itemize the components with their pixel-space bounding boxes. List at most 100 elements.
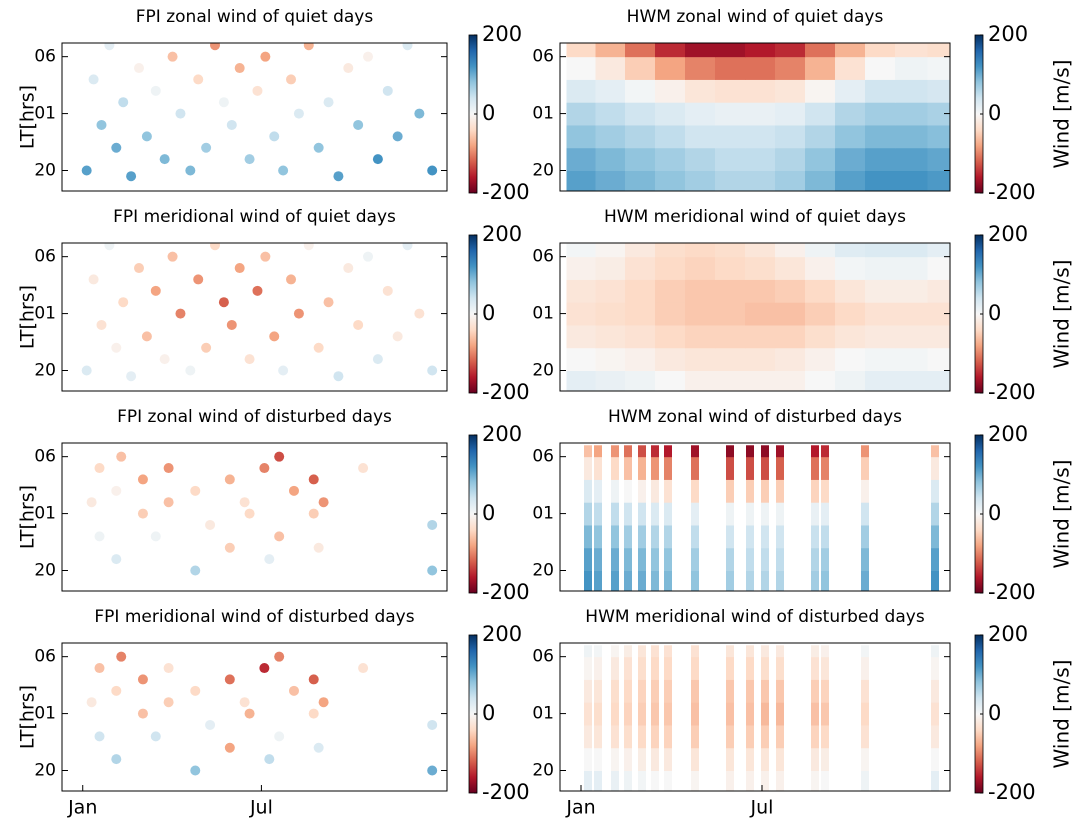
heatmap-cell <box>835 43 866 58</box>
data-point <box>193 74 204 85</box>
stripe-cell <box>776 479 784 503</box>
stripe-cell <box>594 445 602 458</box>
stripe-cell <box>931 502 939 526</box>
stripe-cell <box>691 770 699 791</box>
stripe-cell <box>811 479 819 503</box>
colorbar-tick-label: 0 <box>482 101 495 125</box>
stripe-cell <box>691 747 699 772</box>
heatmap-cell <box>715 43 746 58</box>
stripe-cell <box>584 456 592 480</box>
stripe-cell <box>584 679 592 703</box>
stripe-cell <box>821 570 829 591</box>
heatmap-cell <box>595 79 626 103</box>
data-point <box>218 97 229 108</box>
data-point <box>111 485 122 496</box>
data-point <box>104 43 115 51</box>
data-point <box>244 508 255 519</box>
data-point <box>414 308 425 319</box>
stripe-cell <box>726 747 734 772</box>
stripe-cell <box>651 724 659 749</box>
heatmap-cell <box>835 279 866 303</box>
stripe-cell <box>931 702 939 726</box>
stripe-cell <box>651 479 659 503</box>
heatmap-cell <box>865 102 896 126</box>
plot-area <box>566 43 950 191</box>
data-point <box>303 243 314 251</box>
stripe-cell <box>611 479 619 503</box>
stripe-cell <box>624 570 632 591</box>
data-point <box>111 342 122 353</box>
stripe-cell <box>651 570 659 591</box>
heatmap-cell <box>775 347 806 372</box>
heatmap-cell <box>566 79 596 103</box>
heatmap-cell <box>595 243 626 258</box>
data-point <box>116 651 127 662</box>
stripe-cell <box>691 502 699 526</box>
stripe-cell <box>746 645 754 658</box>
stripe-cell <box>651 445 659 458</box>
stripe-cell <box>594 456 602 480</box>
data-point <box>264 554 275 565</box>
stripe-cell <box>761 456 769 480</box>
stripe-cell <box>584 702 592 726</box>
stripe-cell <box>931 547 939 572</box>
stripe-cell <box>611 702 619 726</box>
heatmap-cell <box>775 256 806 280</box>
data-point <box>210 43 221 51</box>
data-point <box>96 119 107 130</box>
data-point <box>259 663 270 674</box>
stripe-cell <box>651 679 659 703</box>
stripe-cell <box>821 479 829 503</box>
stripe-cell <box>594 547 602 572</box>
heatmap-cell <box>655 147 686 172</box>
data-point <box>259 463 270 474</box>
data-point <box>274 651 285 662</box>
colorbar-tick-label: 200 <box>482 222 522 246</box>
stripe-cell <box>584 547 592 572</box>
colorbar-label: Wind [m/s] <box>1050 60 1074 169</box>
colorbar-label: Wind [m/s] <box>1050 660 1074 769</box>
data-point <box>224 674 235 685</box>
stripe-cell <box>761 570 769 591</box>
stripe-cell <box>776 656 784 680</box>
data-point <box>392 331 403 342</box>
stripe-cell <box>726 445 734 458</box>
stripe-cell <box>861 702 869 726</box>
colorbar-tick-label: -200 <box>482 380 530 404</box>
stripe-cell <box>861 445 869 458</box>
heatmap-cell <box>805 256 836 280</box>
heatmap-cell <box>927 347 950 372</box>
heatmap-cell <box>895 43 928 58</box>
chart-title: HWM meridional wind of disturbed days <box>585 607 925 627</box>
data-point <box>286 274 297 285</box>
stripe-cell <box>584 656 592 680</box>
stripe-cell <box>746 656 754 680</box>
stripe-cell <box>584 724 592 749</box>
heatmap-cell <box>655 79 686 103</box>
stripe-cell <box>624 747 632 772</box>
heatmap-cell <box>895 370 928 391</box>
heatmap-cell <box>566 302 596 326</box>
heatmap-cell <box>805 56 836 80</box>
heatmap-cell <box>775 370 806 391</box>
stripe-cell <box>611 656 619 680</box>
data-point <box>318 497 329 508</box>
stripe-cell <box>746 502 754 526</box>
stripe-cell <box>651 547 659 572</box>
stripe-cell <box>664 547 672 572</box>
heatmap-cell <box>625 370 656 391</box>
stripe-cell <box>726 502 734 526</box>
heatmap-cell <box>685 324 716 349</box>
stripe-cell <box>931 645 939 658</box>
heatmap-cell <box>655 302 686 326</box>
heatmap-cell <box>745 124 776 149</box>
heatmap-cell <box>655 56 686 80</box>
heatmap-cell <box>745 147 776 172</box>
data-point <box>308 674 319 685</box>
data-point <box>224 742 235 753</box>
stripe-cell <box>624 770 632 791</box>
stripe-cell <box>664 570 672 591</box>
data-point <box>274 451 285 462</box>
stripe-cell <box>638 724 646 749</box>
plot-area <box>81 43 438 182</box>
